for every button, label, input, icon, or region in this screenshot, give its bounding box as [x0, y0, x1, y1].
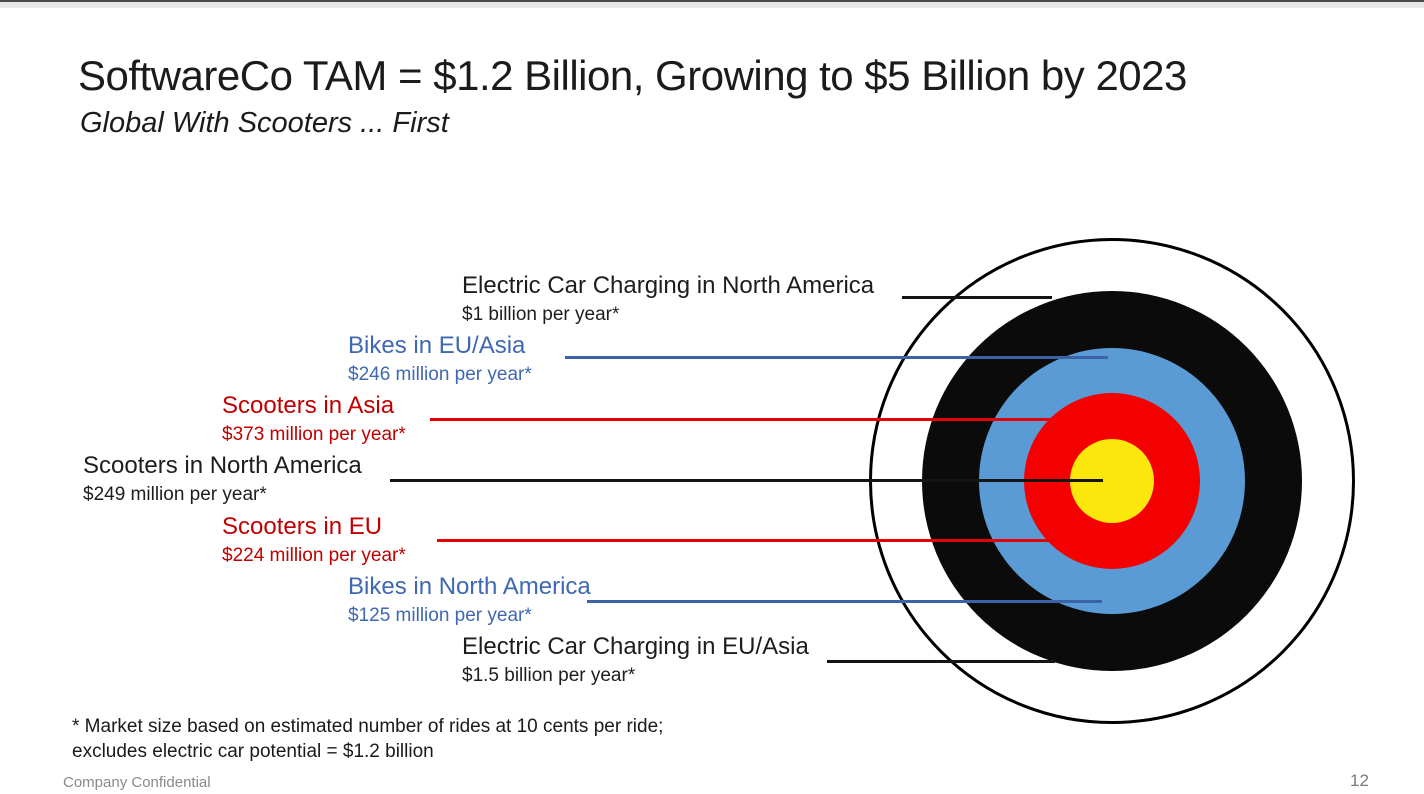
- market-label: Electric Car Charging in North America: [462, 272, 875, 299]
- market-size: $1.5 billion per year*: [462, 665, 636, 686]
- page-number: 12: [1350, 771, 1369, 790]
- footnote-line-1: * Market size based on estimated number …: [72, 716, 664, 737]
- leader-line-bikes-na: [587, 600, 1102, 603]
- market-size: $246 million per year*: [348, 364, 532, 385]
- callout-bikes-eu-asia: Bikes in EU/Asia $246 million per year*: [348, 331, 532, 389]
- callout-scooters-na: Scooters in North America $249 million p…: [83, 451, 362, 509]
- callout-electric-car-charging-eu-asia: Electric Car Charging in EU/Asia $1.5 bi…: [462, 632, 809, 690]
- market-label: Scooters in EU: [222, 513, 383, 540]
- leader-line-electric-car-charging-na: [902, 296, 1052, 299]
- footer-confidential: Company Confidential: [63, 774, 211, 791]
- leader-line-bikes-eu-asia: [565, 356, 1108, 359]
- market-size: $1 billion per year*: [462, 304, 620, 325]
- market-label: Scooters in North America: [83, 452, 362, 479]
- slide-subtitle: Global With Scooters ... First: [80, 107, 449, 139]
- slide-title: SoftwareCo TAM = $1.2 Billion, Growing t…: [78, 52, 1187, 99]
- window-top-strip: [0, 0, 1424, 8]
- market-size: $125 million per year*: [348, 605, 532, 626]
- market-size: $373 million per year*: [222, 424, 406, 445]
- market-label: Bikes in EU/Asia: [348, 332, 526, 359]
- market-size: $224 million per year*: [222, 545, 406, 566]
- leader-line-scooters-eu: [437, 539, 1053, 542]
- market-label: Electric Car Charging in EU/Asia: [462, 633, 809, 660]
- footnote-line-2: excludes electric car potential = $1.2 b…: [72, 741, 434, 762]
- market-label: Bikes in North America: [348, 573, 591, 600]
- leader-line-scooters-asia: [430, 418, 1053, 421]
- callout-bikes-na: Bikes in North America $125 million per …: [348, 572, 591, 630]
- leader-line-electric-car-charging-eu-asia: [827, 660, 1055, 663]
- leader-line-scooters-na: [390, 479, 1103, 482]
- footnote: * Market size based on estimated number …: [72, 714, 663, 764]
- market-size: $249 million per year*: [83, 484, 267, 505]
- callout-scooters-asia: Scooters in Asia $373 million per year*: [222, 391, 406, 449]
- market-label: Scooters in Asia: [222, 392, 395, 419]
- callout-electric-car-charging-na: Electric Car Charging in North America $…: [462, 271, 874, 329]
- callout-scooters-eu: Scooters in EU $224 million per year*: [222, 512, 406, 570]
